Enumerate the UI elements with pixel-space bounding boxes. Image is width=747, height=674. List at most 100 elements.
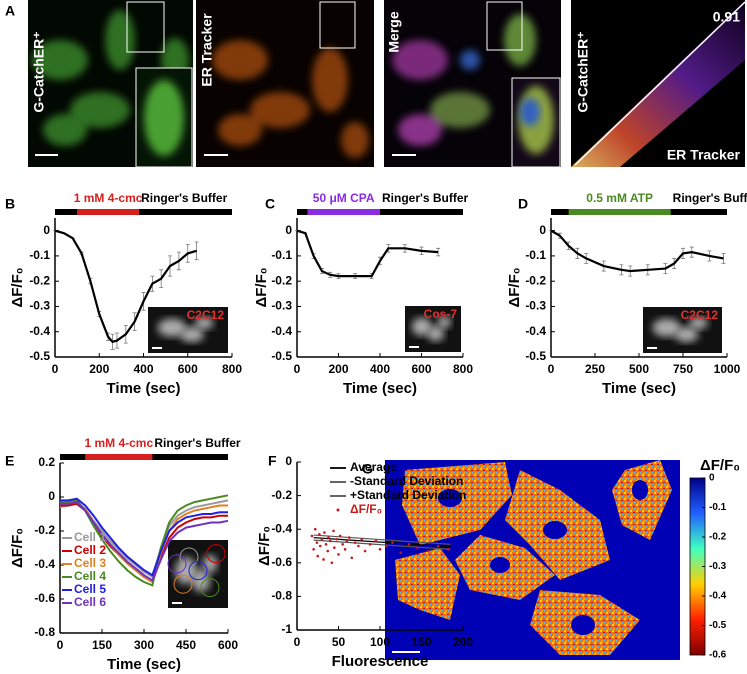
x-tick-label: 600 — [178, 362, 198, 376]
stimulus-label: 1 mM 4-cmc — [84, 436, 153, 450]
series-line — [60, 497, 228, 577]
series-line — [60, 501, 229, 582]
x-tick-label: 750 — [673, 362, 693, 376]
point — [368, 543, 372, 546]
y-axis-label: ΔF/F₀ — [9, 528, 26, 568]
point — [378, 548, 382, 551]
y-axis-label: ΔF/F₀ — [9, 267, 26, 307]
y-tick-label: -0.3 — [271, 299, 292, 313]
line — [54, 229, 197, 344]
buffer-label: Ringer's Buffer — [154, 436, 241, 450]
buffer-bar — [55, 209, 232, 215]
y-tick-label: -0.1 — [525, 248, 546, 262]
point — [426, 549, 430, 553]
inset-cell — [180, 327, 204, 343]
y-tick-label: 0 — [539, 223, 546, 237]
point — [391, 541, 394, 544]
colorbar-tick-label: -0.1 — [709, 502, 727, 513]
inset-cell — [652, 318, 681, 337]
line — [550, 229, 724, 273]
y-tick-label: -0.2 — [29, 273, 50, 287]
image-label: G-CatchER⁺ — [31, 31, 47, 112]
buffer-label: Ringer's Buffer — [382, 191, 469, 205]
point — [385, 544, 388, 548]
x-tick-label: 800 — [222, 362, 242, 376]
point — [310, 534, 314, 538]
y-tick-label: -0.4 — [271, 521, 292, 535]
point — [326, 549, 330, 553]
x-axis-label: Time (sec) — [343, 380, 417, 397]
heatmap-image — [385, 460, 680, 660]
x-tick-label: 1000 — [714, 362, 741, 376]
point — [327, 536, 330, 539]
y-tick-label: -0.8 — [34, 625, 55, 639]
colorbar-tick-label: -0.4 — [709, 591, 727, 602]
y-tick-label: -0.4 — [34, 557, 55, 571]
error-bar — [721, 252, 726, 264]
point — [338, 534, 342, 538]
inset-cell — [437, 316, 451, 329]
panel-letter: A — [5, 3, 15, 19]
colorbar-tick-label: -0.2 — [709, 532, 727, 543]
point — [436, 544, 440, 548]
point — [399, 551, 403, 555]
y-tick-label: -0.3 — [525, 299, 546, 313]
stimulus-bar — [77, 209, 140, 215]
y-tick-label: 0 — [285, 223, 292, 237]
micrograph-green — [28, 0, 193, 168]
y-axis-label: ΔF/F₀ — [506, 267, 523, 307]
x-tick-label: 0 — [52, 362, 59, 376]
y-tick-label: -0.2 — [34, 523, 55, 537]
x-tick-label: 300 — [134, 638, 154, 652]
inset-cell — [427, 326, 445, 342]
x-axis-label: Time (sec) — [602, 380, 676, 397]
y-axis-label: ΔF/F₀ — [253, 267, 270, 307]
x-tick-label: 450 — [176, 638, 196, 652]
colorbar-tick-label: -0.3 — [709, 561, 727, 572]
legend-label: Average — [350, 460, 397, 474]
point — [315, 541, 319, 544]
inset-cell — [202, 554, 218, 573]
error-bar — [194, 241, 199, 261]
stimulus-label: 1 mM 4-cmc — [74, 191, 143, 205]
image-label: Merge — [386, 11, 402, 52]
y-tick-label: -0.5 — [525, 349, 546, 363]
cell-outline — [206, 544, 226, 564]
stimulus-bar — [85, 454, 153, 460]
cell-outline — [167, 554, 187, 574]
y-tick-label: 0 — [285, 454, 292, 468]
stimulus-label: 0.5 mM ATP — [586, 191, 653, 205]
axis-label: G-CatchER⁺ — [575, 31, 591, 112]
micrograph-orange — [196, 0, 374, 167]
y-tick-label: -0.2 — [271, 488, 292, 502]
y-tick-label: -0.4 — [29, 324, 50, 338]
legend-label: Cell 2 — [74, 543, 106, 557]
point — [374, 539, 378, 543]
point — [363, 549, 367, 553]
y-tick-label: -0.2 — [271, 273, 292, 287]
x-tick-label: 50 — [332, 635, 346, 649]
stimulus-bar — [568, 209, 671, 215]
panel-letter: G — [362, 461, 373, 477]
point — [323, 531, 326, 534]
fit-line — [313, 539, 451, 550]
x-tick-label: 250 — [585, 362, 605, 376]
point — [345, 539, 349, 543]
x-tick-label: 0 — [57, 638, 64, 652]
point — [316, 554, 320, 558]
x-tick-label: 150 — [92, 638, 112, 652]
x-axis-label: Time (sec) — [107, 656, 181, 673]
inset-cell — [674, 327, 699, 343]
legend-label: +Standard Deviation — [350, 488, 466, 502]
point — [333, 546, 336, 549]
panel-letter: B — [5, 196, 15, 212]
cell-outline — [173, 574, 193, 594]
point — [343, 548, 347, 551]
y-tick-label: -1 — [281, 622, 292, 636]
point — [313, 527, 317, 531]
point — [318, 532, 321, 536]
x-tick-label: 500 — [629, 362, 649, 376]
inset-cell — [411, 317, 432, 336]
cell-outline — [179, 547, 199, 567]
